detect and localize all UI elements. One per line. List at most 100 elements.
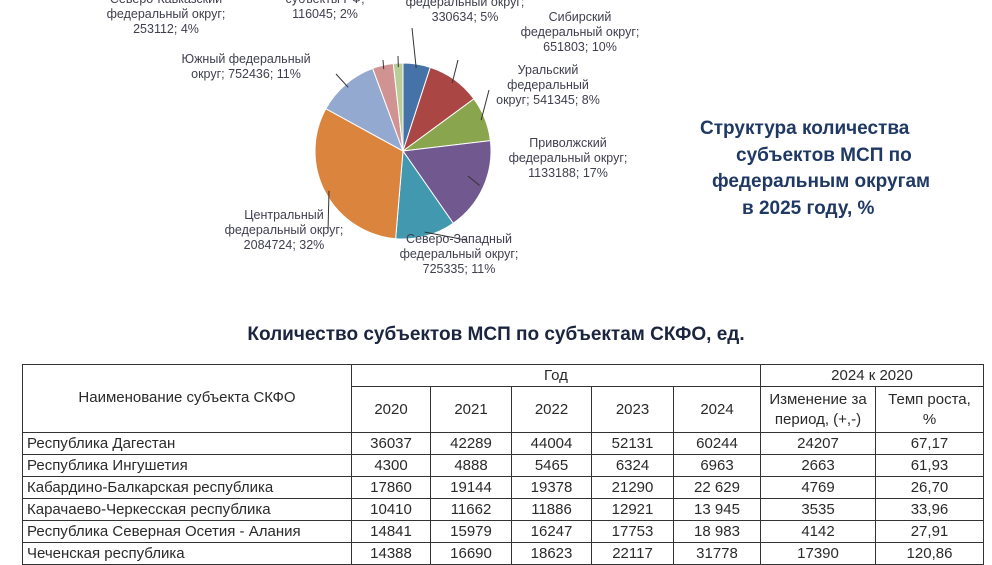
cell-value: 13 945 bbox=[674, 499, 761, 521]
chart-title-line: федеральным округам bbox=[690, 169, 980, 196]
year-header: 2023 bbox=[592, 387, 674, 433]
cell-value: 6324 bbox=[592, 455, 674, 477]
pie-label-line: 2084724; 32% bbox=[225, 238, 344, 253]
cell-rate: 120,86 bbox=[876, 543, 984, 565]
pie-label-line: Северо-Кавказский bbox=[107, 0, 226, 7]
pie-label: федеральный округ;330634; 5% bbox=[406, 0, 525, 25]
cell-name: Республика Дагестан bbox=[23, 433, 352, 455]
compare-group-header: 2024 к 2020 bbox=[761, 365, 984, 387]
table-title: Количество субъектов МСП по субъектам СК… bbox=[0, 324, 992, 346]
pie-label-line: 253112; 4% bbox=[107, 22, 226, 37]
pie-label-line: 330634; 5% bbox=[406, 10, 525, 25]
pie-label-line: 651803; 10% bbox=[521, 40, 640, 55]
cell-value: 6963 bbox=[674, 455, 761, 477]
cell-value: 18623 bbox=[512, 543, 592, 565]
pie-leader-line bbox=[412, 28, 416, 68]
rate-header: Темп роста, % bbox=[876, 387, 984, 433]
cell-value: 15979 bbox=[431, 521, 512, 543]
year-header: 2021 bbox=[431, 387, 512, 433]
cell-value: 11662 bbox=[431, 499, 512, 521]
cell-name: Чеченская республика bbox=[23, 543, 352, 565]
cell-rate: 67,17 bbox=[876, 433, 984, 455]
cell-value: 31778 bbox=[674, 543, 761, 565]
cell-change: 3535 bbox=[761, 499, 876, 521]
cell-value: 44004 bbox=[512, 433, 592, 455]
chart-title-line: в 2025 году, % bbox=[690, 196, 980, 223]
cell-value: 52131 bbox=[592, 433, 674, 455]
pie-label-line: округ; 752436; 11% bbox=[181, 67, 310, 82]
cell-name: Республика Ингушетия bbox=[23, 455, 352, 477]
year-header: 2024 bbox=[674, 387, 761, 433]
year-group-header: Год bbox=[352, 365, 761, 387]
pie-label-line: Приволжский bbox=[509, 136, 628, 151]
change-header: Изменение за период, (+,-) bbox=[761, 387, 876, 433]
cell-value: 36037 bbox=[352, 433, 431, 455]
cell-value: 16690 bbox=[431, 543, 512, 565]
pie-label-line: 116045; 2% bbox=[285, 7, 364, 22]
msp-table: Наименование субъекта СКФО Год 2024 к 20… bbox=[22, 364, 984, 565]
cell-value: 5465 bbox=[512, 455, 592, 477]
pie-leader-line bbox=[336, 74, 348, 87]
pie-label: субъекты РФ;116045; 2% bbox=[285, 0, 364, 22]
pie-label-line: федеральный bbox=[496, 78, 600, 93]
pie-label-line: Южный федеральный bbox=[181, 52, 310, 67]
pie-label-line: федеральный округ; bbox=[107, 7, 226, 22]
cell-value: 42289 bbox=[431, 433, 512, 455]
pie-label-line: Северо-Западный bbox=[400, 232, 519, 247]
year-header: 2020 bbox=[352, 387, 431, 433]
pie-label-line: 1133188; 17% bbox=[509, 166, 628, 181]
pie-label-line: Уральский bbox=[496, 63, 600, 78]
cell-value: 22 629 bbox=[674, 477, 761, 499]
cell-name: Кабардино-Балкарская республика bbox=[23, 477, 352, 499]
pie-leader-line bbox=[481, 90, 489, 120]
pie-label-line: федеральный округ; bbox=[400, 247, 519, 262]
cell-rate: 27,91 bbox=[876, 521, 984, 543]
cell-change: 24207 bbox=[761, 433, 876, 455]
cell-value: 17753 bbox=[592, 521, 674, 543]
pie-label-line: федеральный округ; bbox=[509, 151, 628, 166]
cell-value: 4300 bbox=[352, 455, 431, 477]
cell-change: 4142 bbox=[761, 521, 876, 543]
pie-label-line: 725335; 11% bbox=[400, 262, 519, 277]
pie-label-line: федеральный округ; bbox=[521, 25, 640, 40]
cell-value: 4888 bbox=[431, 455, 512, 477]
cell-value: 14388 bbox=[352, 543, 431, 565]
cell-value: 60244 bbox=[674, 433, 761, 455]
pie-label-line: субъекты РФ; bbox=[285, 0, 364, 7]
cell-value: 10410 bbox=[352, 499, 431, 521]
cell-name: Республика Северная Осетия - Алания bbox=[23, 521, 352, 543]
pie-label-line: федеральный округ; bbox=[406, 0, 525, 10]
cell-value: 21290 bbox=[592, 477, 674, 499]
year-header: 2022 bbox=[512, 387, 592, 433]
cell-change: 2663 bbox=[761, 455, 876, 477]
pie-label-line: округ; 541345; 8% bbox=[496, 93, 600, 108]
chart-title-line: субъектов МСП по bbox=[690, 143, 980, 170]
cell-rate: 33,96 bbox=[876, 499, 984, 521]
cell-value: 19378 bbox=[512, 477, 592, 499]
cell-value: 11886 bbox=[512, 499, 592, 521]
cell-value: 18 983 bbox=[674, 521, 761, 543]
cell-change: 17390 bbox=[761, 543, 876, 565]
cell-value: 22117 bbox=[592, 543, 674, 565]
cell-rate: 26,70 bbox=[876, 477, 984, 499]
cell-value: 14841 bbox=[352, 521, 431, 543]
cell-name: Карачаево-Черкесская республика bbox=[23, 499, 352, 521]
pie-label-line: Сибирский bbox=[521, 10, 640, 25]
name-header: Наименование субъекта СКФО bbox=[23, 365, 352, 433]
cell-change: 4769 bbox=[761, 477, 876, 499]
pie-label: Северо-Кавказскийфедеральный округ;25311… bbox=[107, 0, 226, 37]
cell-value: 12921 bbox=[592, 499, 674, 521]
chart-title: Структура количества субъектов МСП по фе… bbox=[690, 116, 980, 222]
